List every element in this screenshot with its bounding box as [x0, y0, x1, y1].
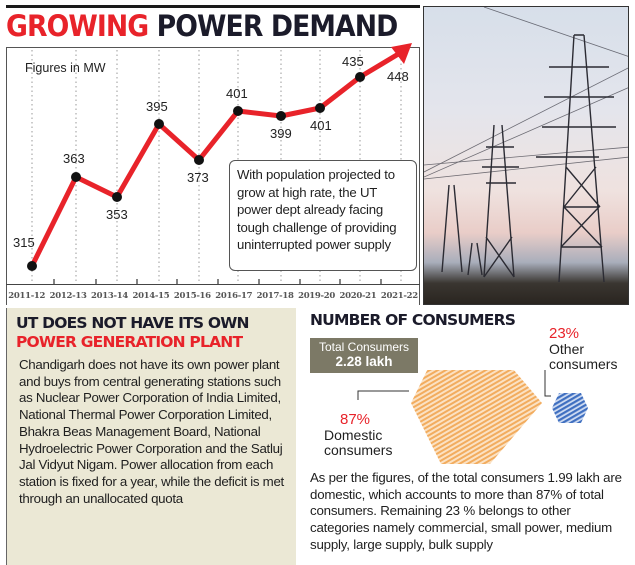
value-label: 448	[387, 69, 409, 84]
x-tick: 2013-14	[91, 291, 128, 301]
total-consumers-label: Total Consumers	[318, 340, 410, 354]
value-label: 395	[146, 99, 168, 114]
value-label: 363	[63, 151, 85, 166]
x-axis: 2011-12 2012-13 2013-14 2014-15 2015-16 …	[6, 284, 420, 306]
consumers-body-text: As per the figures, of the total consume…	[310, 470, 622, 552]
x-tick: 2014-15	[132, 291, 170, 301]
total-consumers-badge: Total Consumers 2.28 lakh	[310, 338, 418, 373]
other-label-line1: Other	[549, 341, 585, 357]
domestic-percent: 87%	[340, 411, 371, 428]
other-leader-line	[544, 370, 551, 397]
domestic-consumers-label: 87% Domestic consumers	[324, 412, 392, 458]
other-percent: 23%	[549, 325, 580, 342]
plant-title-line1: UT DOES NOT HAVE ITS OWN	[16, 314, 250, 332]
total-consumers-value: 2.28 lakh	[335, 354, 393, 369]
x-tick: 2020-21	[339, 291, 377, 301]
x-tick: 2016-17	[215, 291, 253, 301]
value-label: 373	[187, 170, 209, 185]
domestic-leader-line	[357, 390, 409, 400]
value-label: 401	[310, 118, 332, 133]
value-label: 315	[13, 235, 35, 250]
domestic-hexagon-icon	[411, 370, 542, 464]
other-label-line2: consumers	[549, 356, 618, 372]
value-label: 353	[106, 207, 128, 222]
domestic-label-line2: consumers	[324, 442, 393, 458]
top-rule	[6, 5, 420, 8]
other-hexagon-icon	[552, 393, 588, 423]
plant-body-text: Chandigarh does not have its own power p…	[19, 357, 284, 506]
x-tick: 2021-22	[380, 291, 418, 301]
x-tick: 2019-20	[298, 291, 335, 301]
x-tick: 2017-18	[256, 291, 294, 301]
plant-title-line2: POWER GENERATION PLANT	[16, 333, 243, 351]
value-label: 435	[342, 54, 364, 69]
data-points	[27, 72, 365, 271]
x-tick: 2011-12	[8, 291, 46, 301]
headline-rest: POWER DEMAND	[148, 9, 399, 43]
transmission-towers-photo	[423, 6, 629, 305]
units-label: Figures in MW	[25, 61, 106, 75]
headline-highlight: GROWING	[6, 9, 149, 43]
consumers-title: NUMBER OF CONSUMERS	[310, 311, 516, 329]
x-tick: 2015-16	[173, 291, 211, 301]
value-label: 399	[270, 126, 292, 141]
plant-info-box	[6, 308, 296, 565]
other-consumers-label: 23% Other consumers	[549, 326, 617, 372]
trend-arrow-icon	[391, 43, 412, 64]
x-tick: 2012-13	[49, 291, 87, 301]
axis-ticks	[53, 279, 382, 284]
demand-line	[29, 50, 403, 269]
domestic-label-line1: Domestic	[324, 427, 383, 443]
headline: GROWING POWER DEMAND	[6, 9, 399, 43]
consumer-hexagon-chart	[357, 370, 588, 464]
annotation-note: With population projected to grow at hig…	[229, 160, 417, 271]
value-label: 401	[226, 86, 248, 101]
power-tower-icon	[424, 7, 628, 283]
